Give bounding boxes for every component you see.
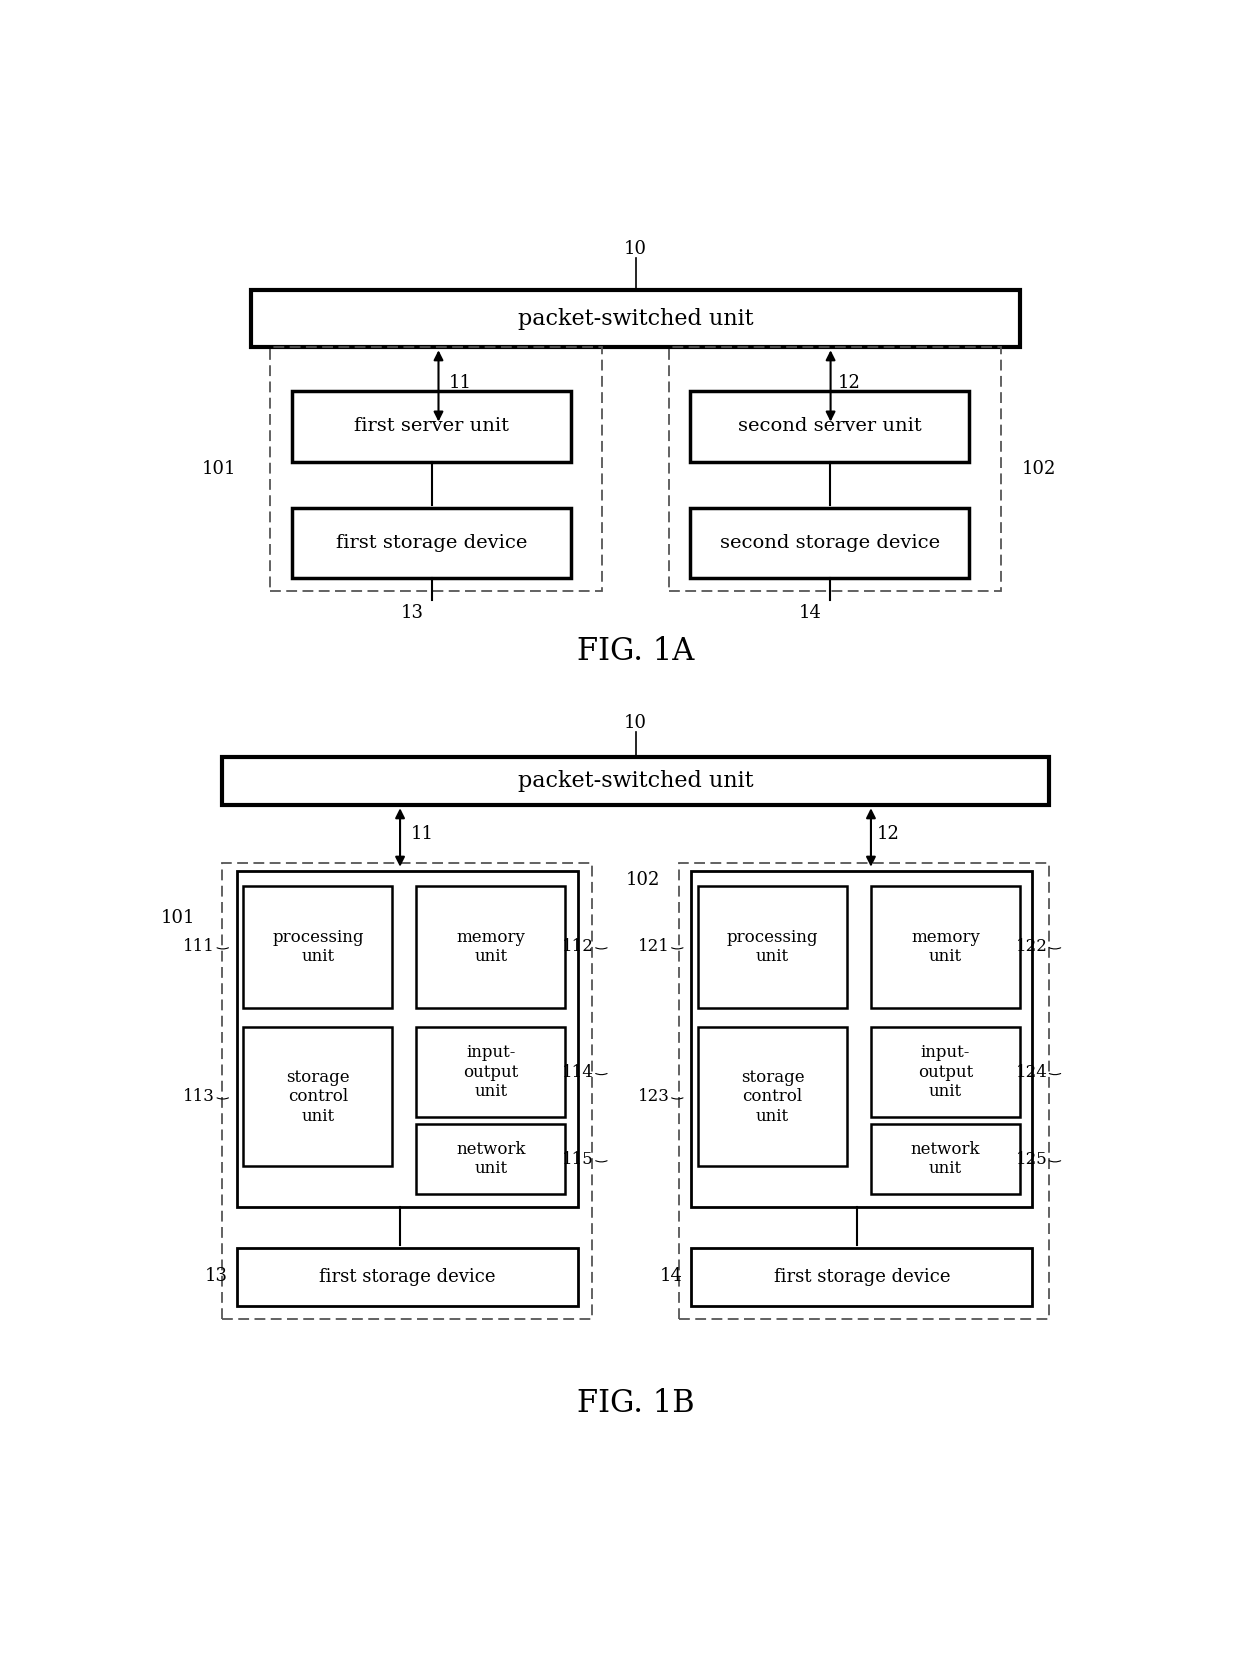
Text: 113: 113 — [184, 1088, 216, 1105]
Text: input-
output
unit: input- output unit — [918, 1045, 973, 1100]
Bar — [870, 886, 1021, 1008]
Text: 111: 111 — [184, 938, 216, 955]
Bar — [222, 863, 593, 1318]
Bar — [691, 1248, 1033, 1306]
Text: 115: 115 — [562, 1151, 594, 1168]
Text: 102: 102 — [1022, 460, 1056, 478]
Text: processing
unit: processing unit — [727, 930, 818, 966]
Bar — [870, 1123, 1021, 1195]
Text: 125: 125 — [1016, 1151, 1048, 1168]
Bar — [698, 886, 847, 1008]
Text: first storage device: first storage device — [774, 1268, 950, 1286]
Bar — [691, 871, 1033, 1206]
Text: FIG. 1A: FIG. 1A — [577, 636, 694, 666]
Text: 11: 11 — [449, 375, 472, 393]
Text: 101: 101 — [202, 460, 237, 478]
Text: second storage device: second storage device — [719, 535, 940, 551]
Text: processing
unit: processing unit — [272, 930, 363, 966]
Text: first storage device: first storage device — [336, 535, 527, 551]
Text: storage
control
unit: storage control unit — [740, 1068, 805, 1125]
Text: 12: 12 — [877, 825, 900, 843]
Bar — [243, 886, 392, 1008]
Text: 122: 122 — [1016, 938, 1048, 955]
Bar — [293, 508, 572, 578]
Text: 101: 101 — [161, 910, 196, 928]
Text: 10: 10 — [624, 715, 647, 733]
Text: FIG. 1B: FIG. 1B — [577, 1388, 694, 1419]
Bar — [237, 871, 578, 1206]
Text: network
unit: network unit — [456, 1141, 526, 1178]
Bar — [222, 756, 1049, 805]
Text: memory
unit: memory unit — [456, 930, 526, 966]
Bar — [417, 1123, 565, 1195]
Text: first server unit: first server unit — [355, 418, 510, 435]
Text: 102: 102 — [626, 871, 661, 890]
Bar — [678, 863, 1049, 1318]
Text: 114: 114 — [562, 1063, 594, 1081]
Bar — [270, 348, 601, 591]
Text: input-
output
unit: input- output unit — [464, 1045, 518, 1100]
Text: 14: 14 — [660, 1268, 682, 1284]
Text: network
unit: network unit — [910, 1141, 980, 1178]
Bar — [691, 508, 968, 578]
Bar — [870, 1028, 1021, 1118]
Text: 112: 112 — [562, 938, 594, 955]
Text: 123: 123 — [637, 1088, 670, 1105]
Text: first storage device: first storage device — [319, 1268, 496, 1286]
Bar — [243, 1028, 392, 1166]
Text: 14: 14 — [799, 605, 822, 621]
Text: packet-switched unit: packet-switched unit — [517, 308, 754, 330]
Bar — [670, 348, 1001, 591]
Text: packet-switched unit: packet-switched unit — [517, 770, 754, 791]
Text: memory
unit: memory unit — [911, 930, 980, 966]
Text: second server unit: second server unit — [738, 418, 921, 435]
Text: 12: 12 — [837, 375, 861, 393]
Bar — [293, 392, 572, 461]
Bar — [250, 290, 1021, 348]
Text: 121: 121 — [637, 938, 670, 955]
Bar — [691, 392, 968, 461]
Text: storage
control
unit: storage control unit — [286, 1068, 350, 1125]
Bar — [698, 1028, 847, 1166]
Bar — [417, 886, 565, 1008]
Text: 13: 13 — [401, 605, 424, 621]
Bar — [237, 1248, 578, 1306]
Text: 10: 10 — [624, 240, 647, 258]
Text: 11: 11 — [410, 825, 434, 843]
Bar — [417, 1028, 565, 1118]
Text: 13: 13 — [205, 1268, 228, 1284]
Text: 124: 124 — [1016, 1063, 1048, 1081]
